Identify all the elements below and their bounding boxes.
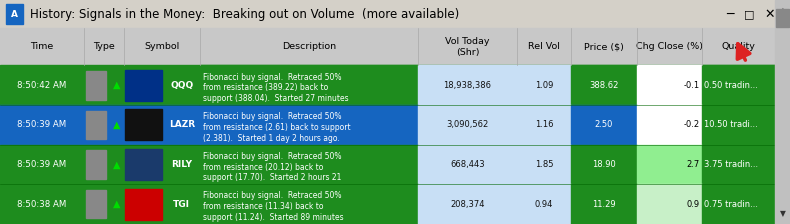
Text: ▲: ▲: [113, 159, 120, 170]
Bar: [85, 150, 106, 179]
Text: 8:50:42 AM: 8:50:42 AM: [17, 81, 66, 90]
Bar: [200, 184, 419, 224]
Bar: [126, 109, 162, 140]
Text: 1.85: 1.85: [535, 160, 553, 169]
Text: -0.1: -0.1: [683, 81, 700, 90]
Bar: [419, 184, 517, 224]
Text: 2.50: 2.50: [595, 120, 613, 129]
Text: TGI: TGI: [173, 200, 190, 209]
Text: 3.75 tradin...: 3.75 tradin...: [704, 160, 758, 169]
Text: ▲: ▲: [113, 120, 120, 130]
Bar: [0, 145, 775, 184]
Text: 2.7: 2.7: [687, 160, 700, 169]
Bar: [419, 145, 517, 184]
Bar: [85, 111, 106, 139]
Text: Chg Close (%): Chg Close (%): [636, 42, 703, 52]
Text: ▲: ▲: [113, 80, 120, 90]
Text: 3,090,562: 3,090,562: [446, 120, 489, 129]
Text: 8:50:39 AM: 8:50:39 AM: [17, 160, 66, 169]
Text: Price ($): Price ($): [584, 42, 624, 52]
Bar: [637, 184, 702, 224]
Bar: [200, 65, 419, 105]
Text: Quality: Quality: [722, 42, 755, 52]
Text: 208,374: 208,374: [450, 200, 485, 209]
Bar: [702, 145, 775, 184]
Text: ─: ─: [726, 8, 734, 21]
Bar: [517, 184, 571, 224]
Bar: [419, 105, 517, 145]
Bar: [702, 184, 775, 224]
Bar: [637, 65, 702, 105]
Bar: [517, 65, 571, 105]
Text: 668,443: 668,443: [450, 160, 485, 169]
Text: Time: Time: [30, 42, 54, 52]
Text: 1.09: 1.09: [535, 81, 553, 90]
Text: 0.94: 0.94: [535, 200, 553, 209]
Bar: [0, 65, 775, 105]
Text: 8:50:39 AM: 8:50:39 AM: [17, 120, 66, 129]
Text: Description: Description: [282, 42, 337, 52]
Bar: [6, 4, 23, 24]
Text: Vol Today
(Shr): Vol Today (Shr): [446, 37, 490, 57]
Text: Symbol: Symbol: [145, 42, 179, 52]
Text: Fibonacci buy signal.  Retraced 50%
from resistance (389.22) back to
support (38: Fibonacci buy signal. Retraced 50% from …: [203, 73, 349, 103]
Text: 1.16: 1.16: [535, 120, 553, 129]
Bar: [126, 149, 162, 180]
Text: 18,938,386: 18,938,386: [443, 81, 491, 90]
Bar: [0, 0, 790, 28]
Text: RILY: RILY: [171, 160, 192, 169]
Bar: [571, 105, 637, 145]
Text: Fibonacci buy signal.  Retraced 50%
from resistance (11.34) back to
support (11.: Fibonacci buy signal. Retraced 50% from …: [203, 192, 344, 222]
Bar: [0, 105, 775, 145]
Text: ▲: ▲: [780, 6, 785, 15]
Text: 388.62: 388.62: [589, 81, 619, 90]
Text: 0.50 tradin...: 0.50 tradin...: [704, 81, 758, 90]
Text: □: □: [744, 9, 755, 19]
Bar: [85, 190, 106, 218]
Text: 0.75 tradin...: 0.75 tradin...: [704, 200, 758, 209]
Text: 18.90: 18.90: [592, 160, 616, 169]
Text: Fibonacci buy signal.  Retraced 50%
from resistance (20.12) back to
support (17.: Fibonacci buy signal. Retraced 50% from …: [203, 152, 342, 182]
Bar: [126, 189, 162, 220]
Text: Fibonacci buy signal.  Retraced 50%
from resistance (2.61) back to support
(2.38: Fibonacci buy signal. Retraced 50% from …: [203, 112, 351, 143]
Bar: [571, 65, 637, 105]
Bar: [775, 0, 790, 224]
Text: 11.29: 11.29: [592, 200, 615, 209]
Bar: [637, 105, 702, 145]
Text: QQQ: QQQ: [170, 81, 194, 90]
Text: A: A: [11, 10, 17, 19]
Text: 10.50 tradi...: 10.50 tradi...: [704, 120, 758, 129]
Bar: [200, 145, 419, 184]
Text: ✕: ✕: [764, 8, 775, 21]
Text: -0.2: -0.2: [683, 120, 700, 129]
Bar: [776, 9, 789, 27]
Bar: [517, 105, 571, 145]
Bar: [0, 184, 775, 224]
Bar: [571, 184, 637, 224]
Text: ▼: ▼: [780, 209, 785, 218]
Bar: [200, 105, 419, 145]
Bar: [517, 145, 571, 184]
Bar: [419, 65, 517, 105]
Bar: [702, 105, 775, 145]
Text: 8:50:38 AM: 8:50:38 AM: [17, 200, 66, 209]
Text: ▲: ▲: [113, 199, 120, 209]
Text: Type: Type: [92, 42, 115, 52]
Bar: [126, 70, 162, 101]
Text: History: Signals in the Money:  Breaking out on Volume  (more available): History: Signals in the Money: Breaking …: [30, 8, 459, 21]
Text: Rel Vol: Rel Vol: [528, 42, 560, 52]
Bar: [0, 28, 775, 65]
Text: LAZR: LAZR: [169, 120, 195, 129]
Bar: [637, 145, 702, 184]
Text: 0.9: 0.9: [687, 200, 700, 209]
Bar: [571, 145, 637, 184]
Bar: [702, 65, 775, 105]
Bar: [85, 71, 106, 99]
